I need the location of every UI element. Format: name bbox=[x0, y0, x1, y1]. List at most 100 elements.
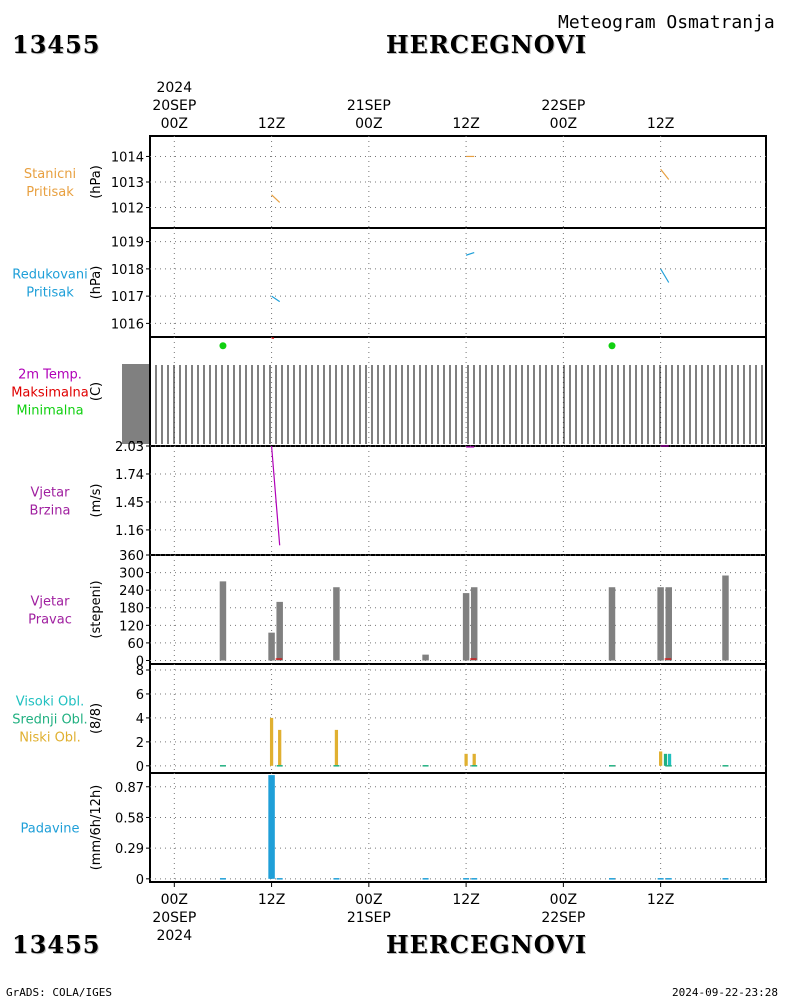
panel-label-precipitation: Padavine bbox=[21, 822, 80, 837]
bar-cloud-cover bbox=[464, 753, 468, 766]
series-line-reduced-pressure bbox=[465, 251, 475, 256]
y-tick-label: 0 bbox=[136, 873, 144, 888]
top-time-label: 00Z bbox=[550, 116, 577, 132]
top-date-label: 21SEP bbox=[347, 98, 391, 114]
panel-label-station-pressure: Stanicni bbox=[24, 167, 76, 182]
y-axis-label-precipitation: (mm/6h/12h) bbox=[89, 785, 104, 871]
bar-cloud-cover bbox=[659, 751, 663, 766]
station-id-top: 13455 bbox=[12, 30, 101, 59]
y-tick-label: 1016 bbox=[111, 317, 144, 332]
bottom-year-label: 2024 bbox=[156, 928, 192, 944]
y-tick-label: 8 bbox=[136, 664, 144, 679]
panel-label-cloud-cover: Niski Obl. bbox=[19, 731, 81, 746]
bar-wind-direction bbox=[268, 632, 275, 661]
bottom-time-label: 12Z bbox=[647, 892, 674, 908]
y-tick-label: 1013 bbox=[111, 176, 144, 191]
panel-label-station-pressure: Pritisak bbox=[26, 185, 74, 200]
panel-frame-wind-direction bbox=[149, 554, 767, 665]
y-tick-label: 4 bbox=[136, 712, 144, 727]
y-tick-label: 0.58 bbox=[115, 811, 144, 826]
top-time-label: 12Z bbox=[647, 116, 674, 132]
station-name-top: HERCEGNOVI bbox=[386, 30, 588, 59]
y-tick-label: 0 bbox=[136, 654, 144, 669]
panel-frame-wind-speed bbox=[149, 445, 767, 556]
series-line-wind-speed bbox=[270, 445, 281, 546]
station-name-bottom: HERCEGNOVI bbox=[386, 930, 588, 959]
bar-cloud-cover bbox=[663, 753, 668, 766]
y-tick-label: 1014 bbox=[111, 150, 144, 165]
bottom-time-label: 12Z bbox=[452, 892, 479, 908]
top-time-label: 12Z bbox=[452, 116, 479, 132]
panel-label-temperature: Minimalna bbox=[16, 404, 83, 419]
y-axis-label-wind-speed: (m/s) bbox=[89, 484, 104, 518]
bar-wind-direction bbox=[665, 587, 672, 661]
bottom-time-label: 00Z bbox=[355, 892, 382, 908]
bar-wind-direction bbox=[422, 654, 429, 661]
y-tick-label: 0.29 bbox=[115, 842, 144, 857]
panel-label-wind-direction: Vjetar bbox=[31, 595, 71, 610]
y-tick-label: 180 bbox=[119, 602, 144, 617]
footer-right: 2024-09-22-23:28 bbox=[672, 986, 778, 999]
top-date-label: 22SEP bbox=[541, 98, 585, 114]
panel-frame-cloud-cover bbox=[149, 663, 767, 774]
y-tick-label: 1019 bbox=[111, 236, 144, 251]
series-line-reduced-pressure bbox=[271, 295, 281, 303]
bar-wind-direction bbox=[657, 587, 664, 661]
panel-label-wind-speed: Brzina bbox=[30, 504, 71, 519]
bar-wind-direction bbox=[470, 587, 478, 661]
panel-label-temperature: 2m Temp. bbox=[18, 368, 82, 383]
bar-wind-direction bbox=[333, 587, 340, 661]
top-time-label: 12Z bbox=[258, 116, 285, 132]
y-tick-label: 6 bbox=[136, 688, 144, 703]
y-axis-label-station-pressure: (hPa) bbox=[89, 165, 104, 199]
panel-frame-reduced-pressure bbox=[149, 227, 767, 338]
bottom-time-label: 00Z bbox=[161, 892, 188, 908]
y-tick-label: 240 bbox=[119, 584, 144, 599]
bar-cloud-cover bbox=[334, 729, 339, 766]
bar-wind-direction bbox=[722, 575, 729, 661]
y-tick-label: 60 bbox=[127, 637, 144, 652]
panel-frame-station-pressure bbox=[149, 135, 767, 229]
top-date-label: 20SEP bbox=[152, 98, 196, 114]
bar-cloud-cover bbox=[278, 729, 282, 766]
series-line-station-pressure bbox=[271, 194, 281, 203]
bar-wind-direction bbox=[608, 587, 616, 661]
y-tick-label: 1018 bbox=[111, 263, 144, 278]
y-tick-label: 1.16 bbox=[115, 524, 144, 539]
series-line-station-pressure bbox=[660, 168, 670, 180]
footer-left: GrADS: COLA/IGES bbox=[6, 986, 112, 999]
y-axis-label-reduced-pressure: (hPa) bbox=[89, 266, 104, 300]
panel-label-reduced-pressure: Pritisak bbox=[26, 286, 74, 301]
series-line-reduced-pressure bbox=[660, 268, 670, 283]
panel-label-reduced-pressure: Redukovani bbox=[12, 268, 87, 283]
panel-frame-precipitation bbox=[149, 772, 767, 883]
panel-frame-temperature bbox=[149, 336, 767, 447]
station-id-bottom: 13455 bbox=[12, 930, 101, 959]
bar-wind-direction bbox=[462, 593, 470, 661]
y-tick-label: 0.87 bbox=[115, 781, 144, 796]
top-time-label: 00Z bbox=[355, 116, 382, 132]
bar-wind-direction bbox=[276, 601, 283, 661]
panel-label-cloud-cover: Srednji Obl. bbox=[12, 713, 87, 728]
y-axis-label-temperature: (C) bbox=[89, 382, 104, 401]
bottom-date-label: 22SEP bbox=[541, 910, 585, 926]
y-tick-label: 120 bbox=[119, 619, 144, 634]
bottom-time-label: 00Z bbox=[550, 892, 577, 908]
bar-cloud-cover bbox=[269, 717, 274, 766]
y-axis-label-cloud-cover: (8/8) bbox=[89, 703, 104, 734]
bar-cloud-cover bbox=[667, 753, 672, 766]
y-tick-label: 300 bbox=[119, 567, 144, 582]
data-point-temperature bbox=[608, 342, 616, 350]
y-tick-label: 0 bbox=[136, 760, 144, 775]
bottom-time-label: 12Z bbox=[258, 892, 285, 908]
bar-cloud-cover bbox=[472, 753, 476, 766]
bottom-date-label: 20SEP bbox=[152, 910, 196, 926]
y-tick-label: 2 bbox=[136, 736, 144, 751]
bar-precipitation bbox=[268, 775, 275, 879]
top-year-label: 2024 bbox=[156, 80, 192, 96]
panel-label-wind-direction: Pravac bbox=[28, 613, 72, 628]
panel-label-wind-speed: Vjetar bbox=[31, 486, 71, 501]
y-axis-label-wind-direction: (stepeni) bbox=[89, 580, 104, 638]
y-tick-label: 1017 bbox=[111, 290, 144, 305]
